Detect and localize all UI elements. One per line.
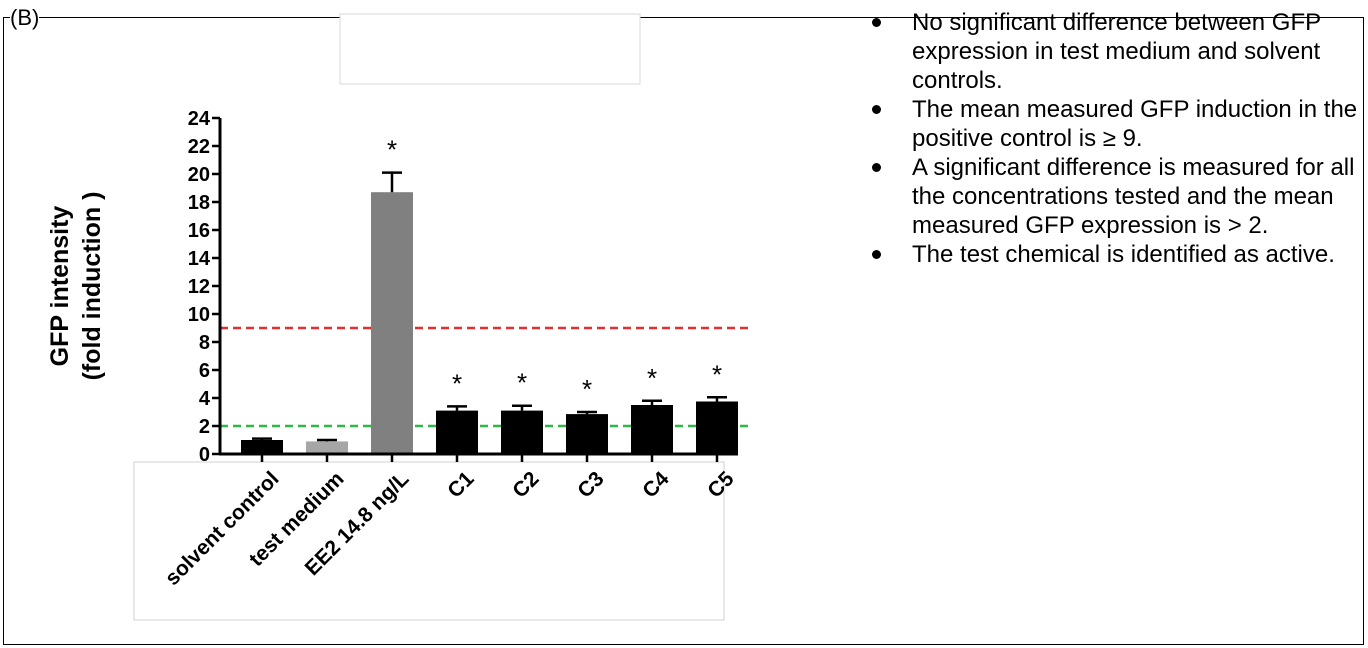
bullet-icon bbox=[872, 105, 881, 114]
y-tick-label: 18 bbox=[188, 192, 210, 214]
y-tick-label: 0 bbox=[199, 444, 210, 466]
bar bbox=[501, 410, 543, 454]
bar bbox=[306, 441, 348, 454]
y-axis-label-line1: GFP intensity bbox=[46, 205, 74, 367]
y-axis-label: GFP intensity (fold induction ) bbox=[44, 106, 214, 466]
finding-item: The test chemical is identified as activ… bbox=[858, 240, 1358, 269]
finding-text: The test chemical is identified as activ… bbox=[912, 241, 1335, 268]
y-tick-label: 22 bbox=[188, 136, 210, 158]
bullet-icon bbox=[872, 18, 881, 27]
finding-item: No significant difference between GFP ex… bbox=[858, 8, 1358, 95]
y-tick-label: 10 bbox=[188, 304, 210, 326]
bullet-icon bbox=[872, 163, 881, 172]
finding-text: A significant difference is measured for… bbox=[912, 154, 1355, 239]
y-tick-label: 14 bbox=[188, 248, 211, 270]
y-tick-label: 24 bbox=[188, 108, 211, 130]
bar bbox=[241, 440, 283, 454]
bar bbox=[436, 410, 478, 454]
y-tick-label: 6 bbox=[199, 360, 210, 382]
significance-marker: * bbox=[452, 368, 462, 398]
panel-letter: (B) bbox=[10, 4, 40, 32]
bar bbox=[696, 401, 738, 454]
significance-marker: * bbox=[582, 374, 592, 404]
y-tick-label: 4 bbox=[199, 388, 211, 410]
y-tick-label: 8 bbox=[199, 332, 210, 354]
figure-frame: (B) bbox=[3, 4, 1364, 645]
significance-marker: * bbox=[712, 359, 722, 389]
placeholder-box bbox=[339, 13, 641, 85]
finding-item: The mean measured GFP induction in the p… bbox=[858, 95, 1358, 153]
significance-marker: * bbox=[387, 135, 397, 165]
y-tick-label: 16 bbox=[188, 220, 210, 242]
bar bbox=[371, 192, 413, 454]
bullet-icon bbox=[872, 250, 881, 259]
finding-text: No significant difference between GFP ex… bbox=[912, 9, 1321, 94]
finding-item: A significant difference is measured for… bbox=[858, 153, 1358, 240]
bar bbox=[631, 405, 673, 454]
significance-marker: * bbox=[517, 368, 527, 398]
y-tick-label: 20 bbox=[188, 164, 210, 186]
y-tick-label: 12 bbox=[188, 276, 210, 298]
findings-list: No significant difference between GFP ex… bbox=[858, 8, 1358, 269]
y-axis-label-line2: (fold induction ) bbox=[78, 191, 106, 381]
finding-text: The mean measured GFP induction in the p… bbox=[912, 96, 1358, 152]
y-tick-label: 2 bbox=[199, 416, 210, 438]
bar bbox=[566, 414, 608, 454]
significance-marker: * bbox=[647, 363, 657, 393]
category-label-box bbox=[133, 461, 725, 621]
